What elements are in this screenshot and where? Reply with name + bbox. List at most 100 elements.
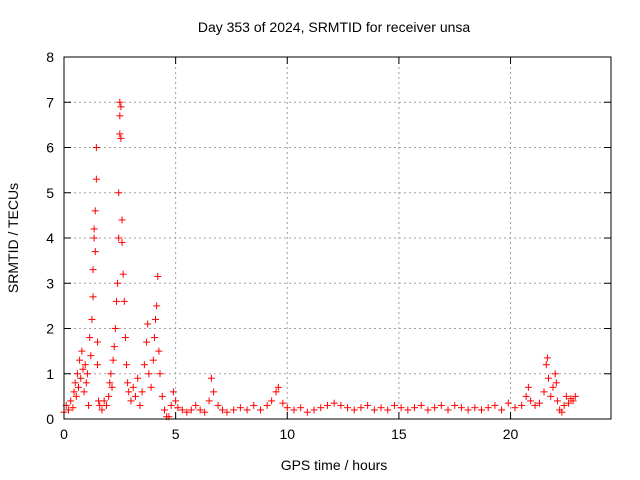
data-point: [196, 406, 204, 414]
x-tick-label: 0: [60, 426, 68, 442]
y-tick-label: 6: [46, 140, 54, 156]
x-tick-label: 5: [172, 426, 180, 442]
data-point: [397, 404, 405, 412]
data-point: [370, 406, 378, 414]
data-points: [60, 98, 579, 421]
data-point: [117, 103, 125, 111]
y-tick-label: 2: [46, 321, 54, 337]
data-point: [118, 216, 126, 224]
data-point: [283, 404, 291, 412]
data-point: [83, 370, 91, 378]
data-point: [274, 383, 282, 391]
data-point: [81, 361, 89, 369]
data-point: [78, 347, 86, 355]
data-point: [112, 297, 120, 305]
data-point: [116, 112, 124, 120]
data-point: [377, 404, 385, 412]
data-point: [272, 388, 280, 396]
data-point: [484, 404, 492, 412]
data-point: [431, 404, 439, 412]
data-point: [268, 397, 276, 405]
data-point: [91, 207, 99, 215]
data-point: [152, 315, 160, 323]
data-point: [317, 404, 325, 412]
data-point: [86, 334, 94, 342]
data-point: [491, 401, 499, 409]
data-point: [310, 406, 318, 414]
data-point: [82, 379, 90, 387]
data-point: [183, 408, 191, 416]
tick-labels: 0 5 10 15 20 0 1 2 3 4 5 6 7 8: [46, 49, 518, 442]
y-tick-label: 3: [46, 275, 54, 291]
data-point: [543, 354, 551, 362]
data-point: [297, 404, 305, 412]
data-point: [323, 401, 331, 409]
data-point: [330, 399, 338, 407]
data-point: [167, 401, 175, 409]
data-point: [108, 383, 116, 391]
data-point: [464, 406, 472, 414]
plot-frame: [63, 56, 612, 420]
data-point: [92, 144, 100, 151]
data-point: [562, 392, 570, 400]
data-point: [98, 406, 106, 414]
data-point: [478, 406, 486, 414]
data-point: [219, 406, 227, 414]
data-point: [536, 399, 544, 407]
data-point: [90, 225, 98, 233]
data-point: [384, 406, 392, 414]
data-point: [424, 406, 432, 414]
data-point: [121, 334, 129, 342]
data-point: [411, 404, 419, 412]
data-point: [123, 361, 131, 369]
data-point: [155, 347, 163, 355]
data-point: [147, 383, 155, 391]
data-point: [531, 401, 539, 409]
data-point: [116, 98, 124, 106]
data-point: [303, 408, 311, 416]
data-point: [96, 401, 104, 409]
data-point: [540, 388, 548, 396]
data-point: [518, 401, 526, 409]
data-point: [105, 392, 113, 400]
y-tick-label: 5: [46, 185, 54, 201]
data-point: [136, 401, 144, 409]
data-point: [150, 334, 158, 342]
data-point: [124, 379, 132, 387]
data-point: [93, 361, 101, 369]
data-point: [85, 401, 93, 409]
data-point: [569, 397, 577, 405]
data-point: [553, 397, 561, 405]
data-point: [64, 406, 72, 414]
data-point: [552, 379, 560, 387]
data-point: [174, 404, 182, 412]
data-point: [87, 352, 95, 360]
data-point: [214, 401, 222, 409]
data-point: [498, 406, 506, 414]
data-point: [71, 379, 79, 387]
data-point: [100, 397, 108, 405]
data-point: [551, 370, 559, 378]
data-point: [106, 379, 114, 387]
data-point: [127, 397, 135, 405]
data-point: [172, 397, 180, 405]
data-point: [187, 406, 195, 414]
data-point: [230, 406, 238, 414]
data-point: [571, 392, 579, 400]
data-point: [67, 397, 75, 405]
y-tick-label: 0: [46, 411, 54, 427]
data-point: [350, 406, 358, 414]
gridlines: [64, 57, 611, 419]
data-point: [88, 315, 96, 323]
data-point: [116, 130, 124, 138]
data-point: [527, 397, 535, 405]
data-point: [158, 392, 166, 400]
x-tick-label: 20: [503, 426, 519, 442]
data-point: [207, 374, 215, 382]
data-point: [236, 404, 244, 412]
data-point: [91, 248, 99, 256]
data-point: [134, 374, 142, 382]
data-point: [504, 399, 512, 407]
data-point: [140, 361, 148, 369]
